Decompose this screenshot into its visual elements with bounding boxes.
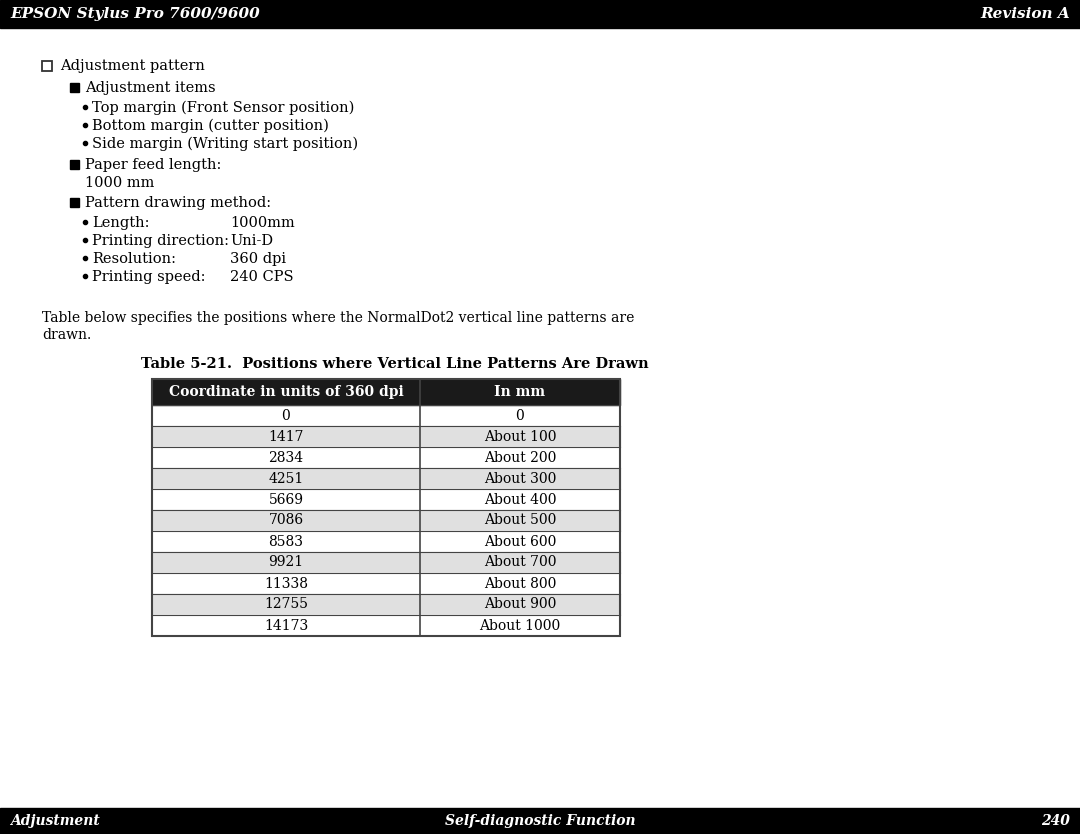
Bar [152, 379, 420, 405]
Text: 8583: 8583 [269, 535, 303, 549]
Text: Table below specifies the positions where the NormalDot2 vertical line patterns : Table below specifies the positions wher… [42, 311, 634, 325]
Text: Revision A: Revision A [981, 7, 1070, 21]
Text: Bottom margin (cutter position): Bottom margin (cutter position) [92, 118, 329, 133]
Text: Printing speed:: Printing speed: [92, 270, 205, 284]
Text: 2834: 2834 [269, 450, 303, 465]
Text: 5669: 5669 [269, 493, 303, 506]
Text: drawn.: drawn. [42, 328, 91, 342]
Bar [152, 552, 420, 573]
Text: About 500: About 500 [484, 514, 556, 527]
Bar [152, 594, 420, 615]
Bar [420, 594, 620, 615]
Text: Adjustment pattern: Adjustment pattern [60, 59, 205, 73]
Bar [420, 510, 620, 531]
Bar [152, 426, 420, 447]
Text: About 900: About 900 [484, 597, 556, 611]
Text: Paper feed length:: Paper feed length: [85, 158, 221, 172]
Text: Printing direction:: Printing direction: [92, 234, 229, 248]
Text: 14173: 14173 [264, 619, 308, 632]
Text: Side margin (Writing start position): Side margin (Writing start position) [92, 137, 359, 151]
Bar [420, 573, 620, 594]
Text: Adjustment items: Adjustment items [85, 81, 216, 95]
Bar [420, 531, 620, 552]
Bar [70, 83, 79, 92]
Bar [420, 426, 620, 447]
Text: In mm: In mm [495, 385, 545, 399]
Text: Pattern drawing method:: Pattern drawing method: [85, 196, 271, 210]
Bar [420, 489, 620, 510]
Text: Length:: Length: [92, 216, 149, 230]
Text: 360 dpi: 360 dpi [230, 252, 286, 266]
Bar [420, 379, 620, 405]
Text: About 100: About 100 [484, 430, 556, 444]
Bar [420, 447, 620, 468]
Bar [420, 615, 620, 636]
Bar [152, 531, 420, 552]
Text: About 1000: About 1000 [480, 619, 561, 632]
Text: About 700: About 700 [484, 555, 556, 570]
Text: 1000 mm: 1000 mm [85, 176, 154, 190]
Bar [420, 552, 620, 573]
Text: About 800: About 800 [484, 576, 556, 590]
Text: 12755: 12755 [264, 597, 308, 611]
Bar [420, 405, 620, 426]
Text: EPSON Stylus Pro 7600/9600: EPSON Stylus Pro 7600/9600 [10, 7, 260, 21]
Text: 0: 0 [515, 409, 525, 423]
Bar [70, 159, 79, 168]
Text: Coordinate in units of 360 dpi: Coordinate in units of 360 dpi [168, 385, 403, 399]
Text: About 400: About 400 [484, 493, 556, 506]
Text: Top margin (Front Sensor position): Top margin (Front Sensor position) [92, 101, 354, 115]
Text: 11338: 11338 [264, 576, 308, 590]
Text: Table 5-21.  Positions where Vertical Line Patterns Are Drawn: Table 5-21. Positions where Vertical Lin… [141, 357, 649, 371]
Text: Adjustment: Adjustment [10, 814, 99, 828]
Text: 4251: 4251 [268, 471, 303, 485]
Bar [152, 615, 420, 636]
Bar [0, 0, 1080, 28]
Bar [152, 510, 420, 531]
Text: 1000mm: 1000mm [230, 216, 295, 230]
Text: Resolution:: Resolution: [92, 252, 176, 266]
Text: About 600: About 600 [484, 535, 556, 549]
Text: 7086: 7086 [269, 514, 303, 527]
Text: 240 CPS: 240 CPS [230, 270, 294, 284]
Text: 240: 240 [1041, 814, 1070, 828]
Bar [42, 61, 52, 71]
Bar [0, 808, 1080, 834]
Bar [152, 379, 620, 636]
Bar [152, 447, 420, 468]
Text: Uni-D: Uni-D [230, 234, 273, 248]
Bar [152, 489, 420, 510]
Text: 0: 0 [282, 409, 291, 423]
Bar [420, 468, 620, 489]
Text: About 200: About 200 [484, 450, 556, 465]
Bar [70, 198, 79, 207]
Text: 9921: 9921 [269, 555, 303, 570]
Bar [152, 405, 420, 426]
Text: 1417: 1417 [268, 430, 303, 444]
Text: About 300: About 300 [484, 471, 556, 485]
Bar [152, 573, 420, 594]
Text: Self-diagnostic Function: Self-diagnostic Function [445, 814, 635, 828]
Bar [152, 468, 420, 489]
